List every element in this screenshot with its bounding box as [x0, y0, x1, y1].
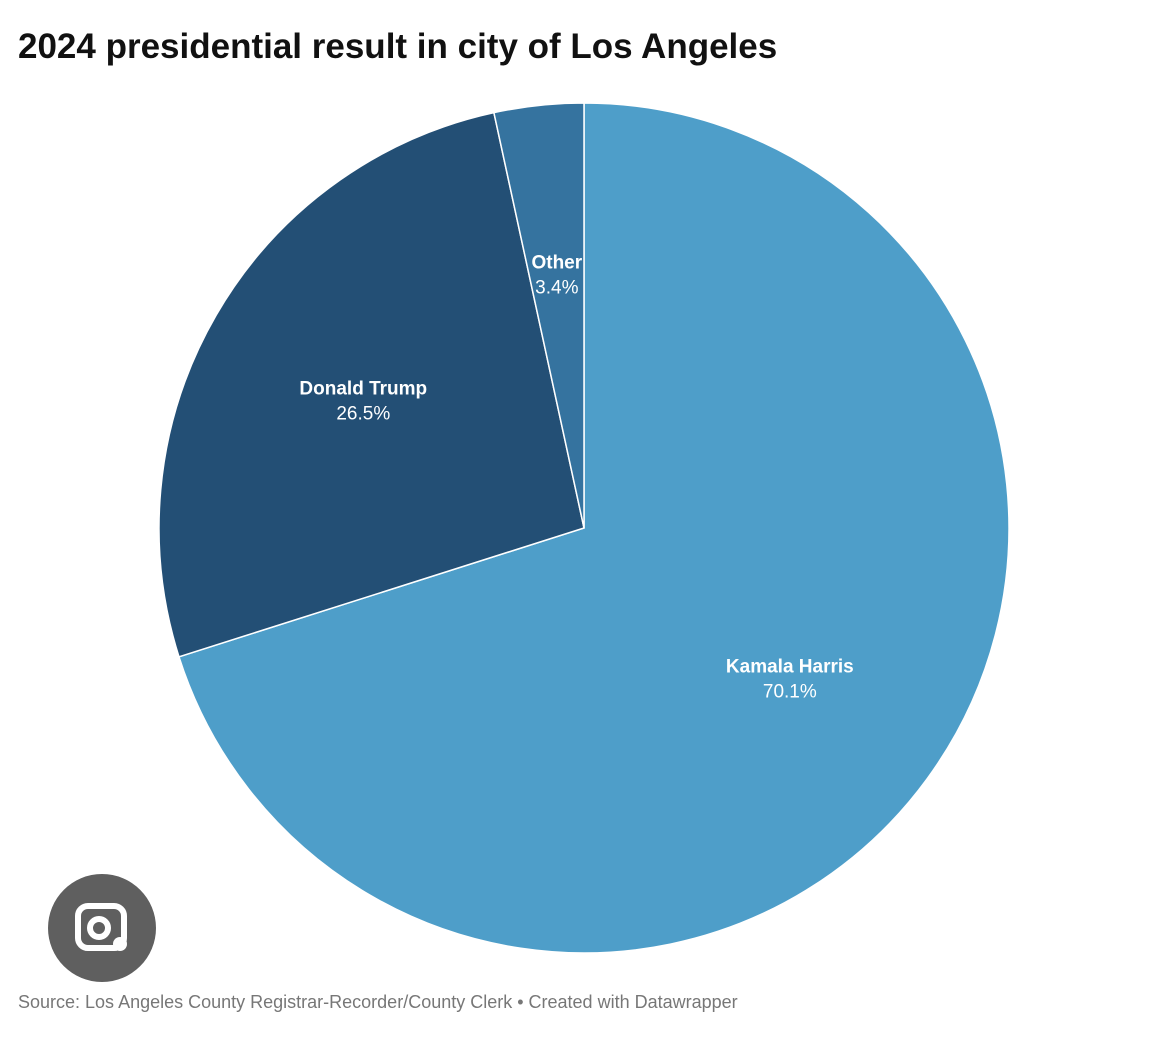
slice-label: Kamala Harris: [726, 657, 854, 678]
pie-slice: [493, 102, 585, 529]
pie-slice: [158, 111, 585, 658]
chart-title: 2024 presidential result in city of Los …: [18, 27, 777, 66]
lens-icon: [113, 937, 127, 951]
lens-icon: [87, 916, 111, 940]
source-note: Source: Los Angeles County Registrar-Rec…: [18, 992, 738, 1012]
lens-icon: [75, 903, 127, 951]
lens-button[interactable]: [48, 874, 156, 982]
slice-value-label: 26.5%: [336, 403, 390, 424]
slice-value-label: 70.1%: [763, 682, 817, 703]
slice-label: Donald Trump: [299, 378, 427, 399]
pie-slice: [178, 102, 1010, 954]
pie: [158, 102, 1010, 954]
slice-label: Other: [531, 252, 582, 273]
lens-button-bg[interactable]: [48, 874, 156, 982]
slice-value-label: 3.4%: [535, 277, 578, 298]
